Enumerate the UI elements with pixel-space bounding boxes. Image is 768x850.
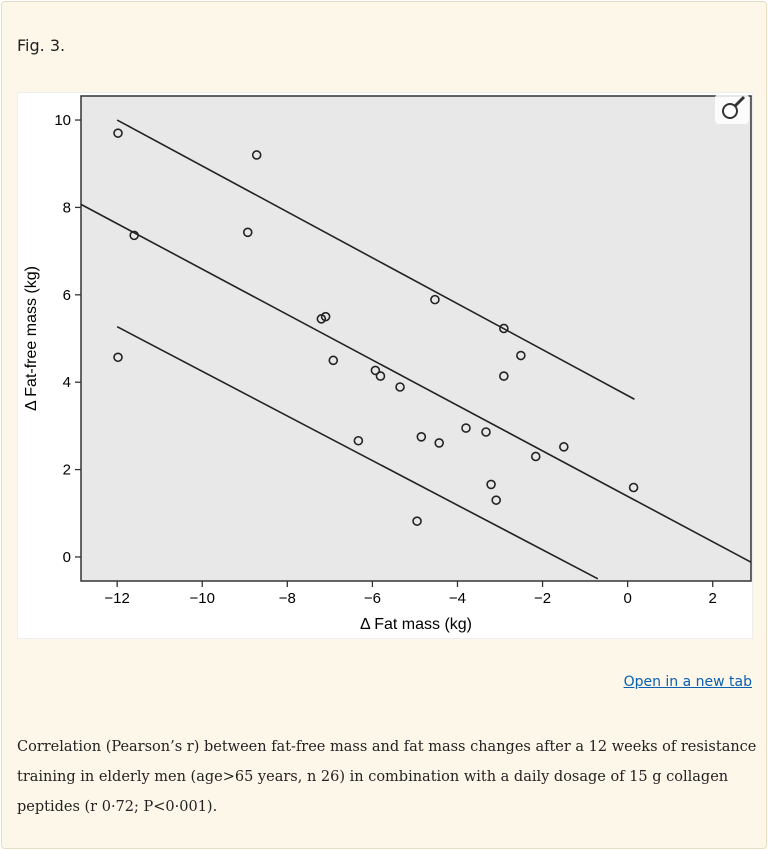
y-tick-label: 2 — [63, 462, 71, 479]
x-tick-label: −2 — [534, 590, 551, 607]
regression-line-1 — [80, 203, 752, 563]
data-point — [499, 323, 509, 334]
y-tick-label: 6 — [63, 287, 71, 304]
x-tick-label: 0 — [623, 590, 631, 607]
data-point — [113, 352, 123, 363]
data-point — [412, 516, 422, 526]
regression-line-0 — [116, 119, 635, 400]
y-tick-label: 4 — [63, 374, 71, 391]
y-tick-label: 0 — [63, 549, 71, 566]
y-tick-label: 10 — [54, 112, 71, 129]
data-point — [113, 128, 123, 138]
x-axis-label: Δ Fat mass (kg) — [360, 616, 472, 633]
data-point — [559, 442, 569, 452]
figure-label: Fig. 3. — [17, 36, 66, 55]
data-point — [530, 451, 541, 462]
open-in-new-tab-link[interactable]: Open in a new tab — [623, 674, 752, 690]
data-point — [251, 150, 262, 160]
data-point — [430, 294, 440, 305]
data-point — [328, 355, 339, 366]
y-axis-label: Δ Fat-free mass (kg) — [23, 266, 40, 411]
data-point — [499, 371, 509, 381]
data-point — [486, 479, 496, 490]
data-point — [491, 495, 501, 505]
data-point — [370, 365, 381, 376]
x-tick-label: −10 — [190, 590, 215, 607]
regression-line-2 — [116, 325, 599, 580]
data-point — [353, 435, 364, 446]
x-tick-label: −8 — [279, 590, 296, 607]
data-point — [242, 227, 253, 238]
data-point — [320, 311, 331, 322]
data-point — [481, 427, 491, 437]
y-tick-label: 8 — [63, 199, 71, 216]
data-point — [129, 230, 139, 241]
figure-caption: Correlation (Pearson’s r) between fat-fr… — [17, 739, 757, 815]
x-tick-label: −12 — [104, 590, 129, 607]
magnifier-icon[interactable] — [715, 94, 749, 124]
data-point — [628, 482, 639, 493]
data-point — [416, 432, 427, 442]
plot-area — [80, 95, 752, 582]
x-tick-label: −4 — [449, 590, 466, 607]
x-tick-label: −6 — [364, 590, 381, 607]
data-point — [375, 371, 386, 381]
data-point — [434, 438, 444, 448]
data-point — [516, 350, 526, 361]
data-point — [395, 382, 405, 392]
figure-image[interactable]: −12 −10 −8 −6 −4 −2 0 2 0 2 4 6 8 10 Δ Fat mass (kg) … — [17, 92, 753, 639]
data-point — [461, 423, 471, 433]
x-tick-label: 2 — [709, 590, 717, 607]
